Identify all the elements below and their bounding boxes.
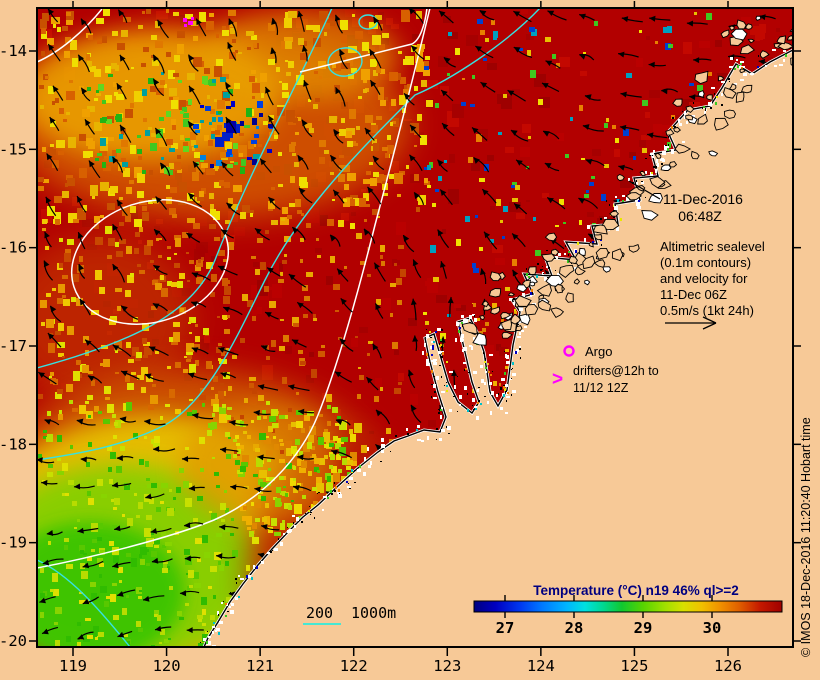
map-area xyxy=(37,8,793,647)
lat-tick-label: -17 xyxy=(0,337,27,355)
argo-marker-icon xyxy=(563,345,575,357)
lat-tick-label: -18 xyxy=(0,435,27,453)
islands xyxy=(461,15,793,346)
land-mass xyxy=(204,50,793,647)
lon-tick-label: 120 xyxy=(153,657,181,675)
datetime-leader-line xyxy=(628,180,661,200)
bathy-label-1000m: 1000m xyxy=(351,604,396,622)
colorbar-tick-label: 29 xyxy=(634,619,653,637)
drifters-line2: 11/12 12Z xyxy=(573,381,629,395)
lat-tick-label: -14 xyxy=(0,42,27,60)
lon-tick-label: 123 xyxy=(433,657,461,675)
lon-tick-label: 125 xyxy=(620,657,648,675)
argo-legend: Argo xyxy=(563,344,612,359)
colorbar-title: Temperature (°C) n19 46% ql>=2 xyxy=(533,583,738,598)
drifters-line1: drifters@12h to xyxy=(573,364,659,378)
lat-tick-label: -20 xyxy=(0,632,27,650)
altimetric-line-3: and velocity for xyxy=(660,271,748,286)
lon-tick-label: 126 xyxy=(714,657,742,675)
colorbar-gradient-bar xyxy=(473,600,783,613)
colorbar-tick-label: 27 xyxy=(496,619,515,637)
lon-tick-label: 124 xyxy=(527,657,555,675)
bathymetry-legend: 200 1000m xyxy=(303,604,396,625)
argo-label: Argo xyxy=(585,344,612,359)
colorbar-tick-label: 30 xyxy=(703,619,722,637)
colorbar-tick-label: 28 xyxy=(565,619,584,637)
lat-tick-label: -15 xyxy=(0,140,27,158)
lon-tick-label: 119 xyxy=(59,657,87,675)
altimetric-line-1: Altimetric sealevel xyxy=(660,239,765,254)
coast-specks xyxy=(200,47,791,647)
lon-tick-label: 122 xyxy=(340,657,368,675)
map-frame-border xyxy=(36,7,794,648)
lat-tick-label: -19 xyxy=(0,534,27,552)
velocity-scale-arrow-icon xyxy=(665,316,717,330)
copyright-note: © IMOS 18-Dec-2016 11:20:40 Hobart time xyxy=(799,417,813,657)
lon-tick-label: 121 xyxy=(246,657,274,675)
sealevel-contours xyxy=(37,8,431,569)
datetime-line1: 11-Dec-2016 xyxy=(663,191,743,207)
drifter-marker-icon: > xyxy=(552,369,563,390)
drifter-track-marker xyxy=(183,17,194,27)
altimetric-line-5: 0.5m/s (1kt 24h) xyxy=(660,303,754,318)
colorbar-ticks: 27 28 29 30 xyxy=(496,595,722,637)
axis-layer: 119 120 121 122 123 124 125 126 -14 -15 -16 -17 -18 -… xyxy=(0,1,801,675)
altimetric-line-2: (0.1m contours) xyxy=(660,255,751,270)
altimetric-line-4: 11-Dec 06Z xyxy=(660,287,727,302)
bathy-label-200: 200 xyxy=(306,604,333,622)
datetime-line2: 06:48Z xyxy=(678,208,722,224)
drifters-legend: > drifters@12h to 11/12 12Z xyxy=(552,364,659,395)
lat-tick-label: -16 xyxy=(0,239,27,257)
colorbar: Temperature (°C) n19 46% ql>=2 27 28 29 30 xyxy=(473,583,783,637)
annotation-layer: 11-Dec-2016 06:48Z Altimetric sealevel (… xyxy=(303,180,765,625)
altimetric-note: Altimetric sealevel (0.1m contours) and … xyxy=(660,239,765,330)
